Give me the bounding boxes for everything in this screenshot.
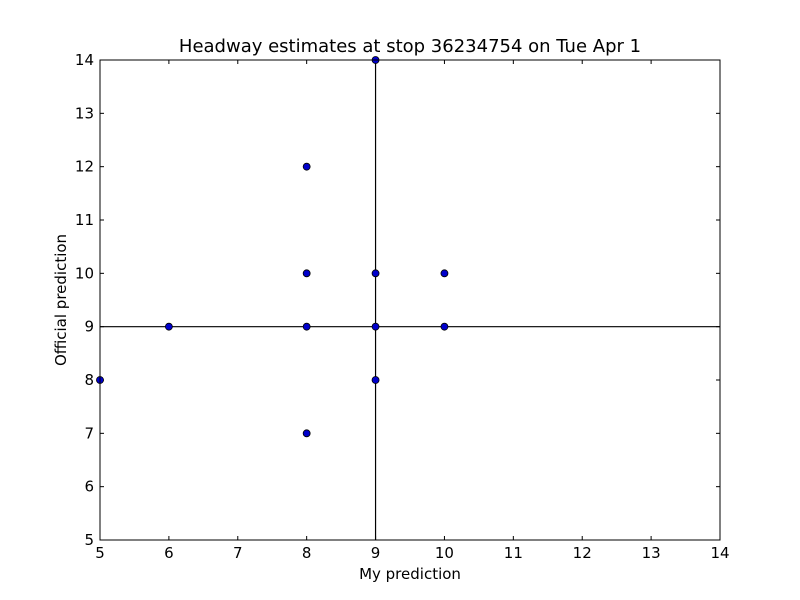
y-tick-label: 11 [75, 211, 94, 229]
y-tick-label: 12 [75, 158, 94, 176]
scatter-point [440, 269, 449, 278]
x-tick-label: 12 [573, 544, 592, 562]
chart-title: Headway estimates at stop 36234754 on Tu… [179, 36, 641, 57]
y-tick-label: 7 [84, 424, 94, 442]
y-tick-label: 5 [84, 531, 94, 549]
plot-frame [99, 59, 721, 541]
scatter-point [371, 322, 380, 331]
x-tick-label: 5 [95, 544, 105, 562]
scatter-point [440, 322, 449, 331]
y-tick-label: 9 [84, 318, 94, 336]
scatter-point [302, 429, 311, 438]
scatter-point [302, 322, 311, 331]
axis-ticks: 5 6 7 8 9 10 11 12 13 14 5 6 7 8 9 10 11 12 13 14 [75, 51, 730, 562]
x-axis-label: My prediction [359, 565, 461, 583]
x-tick-label: 11 [504, 544, 523, 562]
x-tick-label: 13 [642, 544, 661, 562]
scatter-point [302, 269, 311, 278]
y-tick-label: 8 [84, 371, 94, 389]
scatter-point [164, 322, 173, 331]
x-tick-label: 8 [302, 544, 312, 562]
y-tick-label: 6 [84, 478, 94, 496]
x-tick-label: 10 [435, 544, 454, 562]
scatter-point [371, 376, 380, 384]
y-tick-label: 13 [75, 104, 94, 122]
scatter-point [371, 269, 380, 278]
y-tick-label: 14 [75, 51, 94, 69]
y-axis-label: Official prediction [52, 234, 70, 366]
reference-lines [100, 60, 720, 540]
scatter-point [302, 162, 311, 171]
x-tick-label: 6 [164, 544, 174, 562]
x-tick-label: 14 [710, 544, 729, 562]
plot-area [100, 60, 720, 540]
x-tick-label: 9 [371, 544, 381, 562]
y-tick-label: 10 [75, 264, 94, 282]
data-points [96, 56, 449, 438]
x-tick-label: 7 [233, 544, 243, 562]
